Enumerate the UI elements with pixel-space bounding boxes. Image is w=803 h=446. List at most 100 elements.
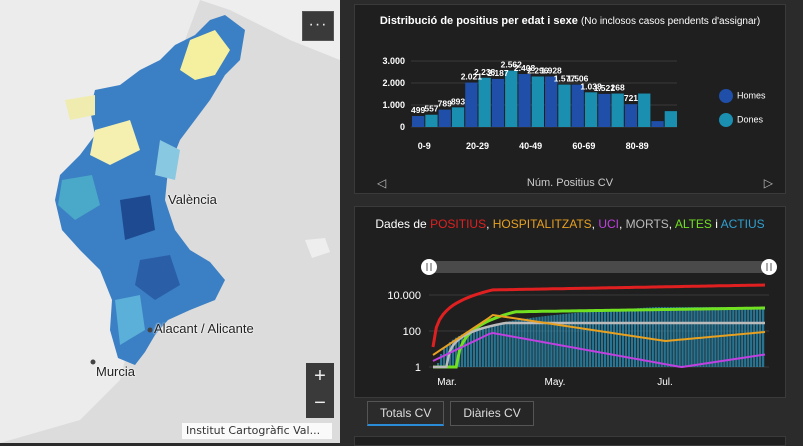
actius-bar xyxy=(762,307,765,367)
bar-homes-8[interactable] xyxy=(624,104,638,127)
actius-bar xyxy=(535,317,538,367)
tab-totals-cv[interactable]: Totals CV xyxy=(367,401,445,426)
bar-data-label: 2.408 xyxy=(514,63,536,73)
bar-dones-4[interactable] xyxy=(531,76,544,127)
actius-bar xyxy=(592,311,595,367)
legend-item-homes[interactable]: Homes xyxy=(719,89,766,103)
evolution-line-chart[interactable]: 10.000 100 1 Mar. May. Jul. xyxy=(355,247,787,397)
actius-bar xyxy=(556,314,559,367)
bar-y-tick: 0 xyxy=(400,122,405,132)
range-slider-track[interactable] xyxy=(429,261,769,273)
bar-homes-1[interactable] xyxy=(438,109,451,127)
actius-bar xyxy=(747,307,750,367)
range-slider-handle-start[interactable] xyxy=(421,259,437,275)
actius-bar xyxy=(651,307,654,367)
bar-data-label: 2.187 xyxy=(487,68,509,78)
actius-bar xyxy=(690,307,693,367)
line-y-tick: 100 xyxy=(403,326,421,338)
legend-label-dones: Dones xyxy=(737,114,764,125)
bar-dones-3[interactable] xyxy=(505,70,518,127)
bar-data-label: 2.021 xyxy=(461,72,483,82)
zoom-in-button[interactable]: + xyxy=(306,363,334,391)
actius-bar xyxy=(654,307,657,367)
actius-bar xyxy=(451,339,455,367)
line-x-tick: May. xyxy=(545,377,566,388)
legend-swatch-dones xyxy=(719,113,733,127)
bottom-panel xyxy=(354,436,786,446)
bar-homes-0[interactable] xyxy=(412,116,425,127)
actius-bar xyxy=(559,314,562,367)
actius-bar xyxy=(732,307,735,367)
actius-bar xyxy=(723,307,726,367)
bar-homes-5[interactable] xyxy=(545,76,558,127)
actius-bar xyxy=(678,307,681,367)
age-sex-chart-title: Distribució de positius per edat i sexe … xyxy=(355,5,785,27)
bar-dones-0[interactable] xyxy=(425,114,438,127)
bar-homes-2[interactable] xyxy=(465,82,478,127)
title-part-2: HOSPITALITZATS xyxy=(492,217,592,231)
actius-bar xyxy=(612,309,616,367)
actius-bar xyxy=(675,307,678,367)
actius-bar xyxy=(618,309,622,367)
bar-dones-8[interactable] xyxy=(638,93,651,127)
range-slider-handle-end[interactable] xyxy=(761,259,777,275)
zoom-out-button[interactable]: − xyxy=(306,390,334,418)
actius-bar xyxy=(681,307,684,367)
map-attribution[interactable]: Institut Cartogràfic Val... xyxy=(182,423,332,439)
actius-bar xyxy=(463,333,467,367)
actius-bar xyxy=(586,311,589,367)
actius-bar xyxy=(648,307,651,367)
bar-dones-2[interactable] xyxy=(478,77,491,127)
actius-bar xyxy=(609,309,613,367)
map-view[interactable]: València Alacant / Alicante Murcia ··· +… xyxy=(0,0,340,443)
map-menu-button[interactable]: ··· xyxy=(302,11,334,41)
actius-bar xyxy=(726,307,729,367)
actius-bar xyxy=(595,311,598,367)
series-hospitalitzats-line xyxy=(432,313,766,356)
actius-bar xyxy=(577,312,580,367)
actius-bar xyxy=(756,307,759,367)
actius-bar xyxy=(615,309,619,367)
actius-bar xyxy=(442,348,446,367)
actius-bar xyxy=(505,321,508,367)
legend-item-dones[interactable]: Dones xyxy=(719,113,766,127)
bar-homes-7[interactable] xyxy=(598,93,611,127)
actius-bar xyxy=(627,308,631,367)
bar-data-label: 1.521 xyxy=(594,83,616,93)
bar-dones-9[interactable] xyxy=(664,111,677,127)
map-canvas[interactable] xyxy=(0,0,340,443)
bar-homes-6[interactable] xyxy=(571,84,584,127)
actius-bar xyxy=(553,315,556,367)
bar-data-label: 499 xyxy=(411,105,425,115)
chart-tabs: Totals CV Diàries CV xyxy=(367,401,534,426)
line-x-tick: Mar. xyxy=(437,377,456,388)
actius-bar xyxy=(439,353,443,367)
chevron-left-icon[interactable]: ◁ xyxy=(377,176,387,190)
actius-bar xyxy=(744,307,747,367)
bar-y-tick: 1.000 xyxy=(382,100,405,110)
actius-bar xyxy=(603,310,607,367)
actius-bar xyxy=(663,307,666,367)
tab-diaries-cv[interactable]: Diàries CV xyxy=(450,401,534,426)
bar-dones-6[interactable] xyxy=(584,92,598,127)
bar-dones-1[interactable] xyxy=(451,107,465,127)
bar-dones-7[interactable] xyxy=(611,93,624,127)
bar-homes-4[interactable] xyxy=(518,74,531,127)
actius-bar xyxy=(672,307,675,367)
actius-bar xyxy=(508,321,511,367)
title-part-6: MORTS xyxy=(625,217,669,231)
bar-homes-9[interactable] xyxy=(651,121,664,127)
chevron-right-icon[interactable]: ▷ xyxy=(763,176,773,190)
series-altes-line xyxy=(433,306,765,369)
bar-dones-5[interactable] xyxy=(558,84,571,127)
actius-bar xyxy=(759,307,762,367)
actius-bar xyxy=(750,307,753,367)
age-sex-chart-panel: Distribució de positius per edat i sexe … xyxy=(354,4,786,194)
actius-bar xyxy=(511,320,514,367)
actius-bar xyxy=(493,324,496,367)
evolution-title-prefix: Dades de xyxy=(375,217,431,231)
map-label-valencia: València xyxy=(168,192,217,207)
bar-homes-3[interactable] xyxy=(491,78,505,127)
actius-bar xyxy=(624,308,628,367)
